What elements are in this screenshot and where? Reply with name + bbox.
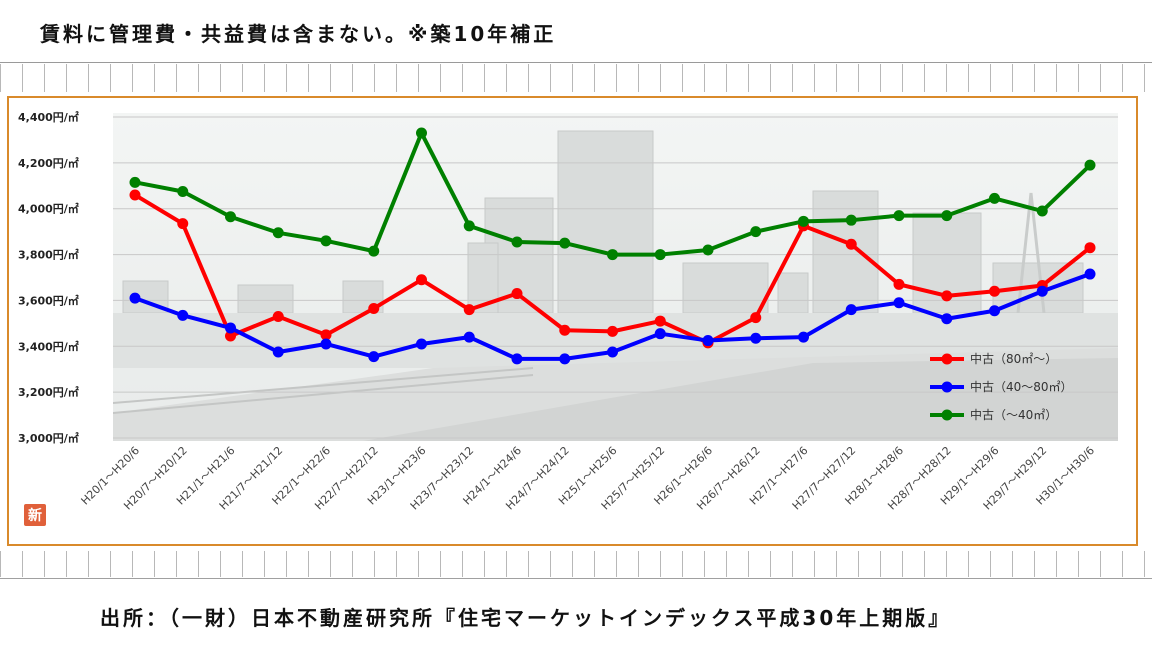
legend-marker: [941, 381, 953, 393]
data-point: [511, 236, 523, 248]
data-point: [702, 244, 714, 256]
data-point: [225, 322, 236, 334]
data-point: [893, 278, 905, 290]
data-point: [750, 226, 762, 238]
legend-marker: [941, 409, 953, 421]
data-point: [511, 288, 523, 300]
data-point: [654, 249, 666, 261]
y-tick-label: 3,200円/㎡: [18, 385, 79, 399]
data-point: [989, 285, 1000, 297]
series-lines: [129, 127, 1096, 365]
data-point: [607, 249, 618, 261]
data-point: [1036, 205, 1048, 217]
y-tick-label: 3,800円/㎡: [18, 248, 79, 262]
data-point: [177, 218, 189, 230]
data-point: [320, 235, 332, 247]
data-point: [225, 211, 236, 223]
y-axis-ticks: 3,000円/㎡ 3,200円/㎡ 3,400円/㎡ 3,600円/㎡ 3,800円/㎡…: [18, 110, 79, 445]
data-point: [893, 210, 905, 222]
data-point: [177, 309, 189, 321]
data-point: [416, 127, 427, 139]
y-tick-label: 4,400円/㎡: [18, 110, 79, 124]
legend-label: 中古（～40㎡）: [970, 407, 1057, 422]
legend-item-0: 中古（80㎡～）: [930, 351, 1057, 366]
data-point: [177, 186, 189, 198]
legend-label: 中古（40～80㎡）: [970, 379, 1073, 394]
data-point: [941, 313, 953, 325]
data-point: [272, 346, 284, 358]
data-point: [845, 214, 857, 226]
y-tick-label: 3,000円/㎡: [18, 431, 79, 445]
data-point: [559, 324, 571, 336]
y-tick-label: 3,600円/㎡: [18, 293, 79, 307]
series-2: [129, 127, 1096, 261]
data-point: [750, 312, 762, 324]
source-note-area: 出所：（一財）日本不動産研究所『住宅マーケットインデックス平成30年上期版』: [0, 580, 1152, 648]
data-point: [845, 238, 857, 250]
data-point: [1084, 159, 1096, 171]
data-point: [320, 329, 332, 341]
data-point: [129, 292, 141, 304]
data-point: [607, 346, 618, 358]
data-point: [1036, 285, 1048, 297]
series-0: [129, 189, 1096, 349]
data-point: [702, 335, 714, 347]
data-point: [272, 227, 284, 239]
legend-item-2: 中古（～40㎡）: [930, 407, 1057, 422]
data-point: [368, 245, 380, 257]
data-point: [129, 176, 141, 188]
header-note-area: 賃料に管理費・共益費は含まない。※築10年補正: [0, 0, 1152, 62]
data-point: [941, 210, 953, 222]
header-divider: [0, 62, 1152, 63]
y-tick-label: 4,200円/㎡: [18, 156, 79, 170]
data-point: [654, 328, 666, 340]
series-1: [129, 268, 1096, 365]
data-point: [416, 338, 427, 350]
data-point: [893, 297, 905, 309]
data-point: [559, 353, 571, 365]
data-point: [845, 304, 857, 316]
data-point: [368, 302, 380, 314]
grid-strip-top: [0, 64, 1152, 92]
data-point: [559, 237, 571, 249]
data-point: [607, 325, 618, 337]
new-badge-icon: 新: [24, 504, 46, 526]
data-point: [129, 189, 141, 201]
source-note: 出所：（一財）日本不動産研究所『住宅マーケットインデックス平成30年上期版』: [100, 606, 952, 630]
data-point: [989, 305, 1000, 317]
data-point: [272, 310, 284, 322]
data-point: [798, 215, 809, 227]
legend-marker: [941, 353, 953, 365]
data-point: [941, 290, 953, 302]
data-point: [511, 353, 523, 365]
data-point: [320, 338, 332, 350]
data-point: [416, 274, 427, 286]
footer-divider: [0, 578, 1152, 579]
data-point: [750, 332, 762, 344]
data-point: [463, 331, 475, 343]
x-axis-ticks: H20/1～H20/6H20/7～H20/12H21/1～H21/6H21/7～…: [79, 444, 1098, 513]
data-point: [798, 331, 809, 343]
data-point: [225, 330, 236, 342]
y-tick-label: 3,400円/㎡: [18, 339, 79, 353]
grid-strip-bottom: [0, 551, 1152, 577]
header-note: 賃料に管理費・共益費は含まない。※築10年補正: [40, 22, 557, 46]
data-point: [1084, 242, 1096, 254]
data-point: [654, 315, 666, 327]
gridlines: [113, 116, 1118, 439]
legend: 中古（80㎡～） 中古（40～80㎡） 中古（～40㎡）: [930, 351, 1073, 422]
legend-label: 中古（80㎡～）: [970, 351, 1057, 366]
y-tick-label: 4,000円/㎡: [18, 202, 79, 216]
data-point: [463, 220, 475, 232]
data-point: [463, 304, 475, 316]
legend-item-1: 中古（40～80㎡）: [930, 379, 1073, 394]
data-point: [368, 351, 380, 363]
data-point: [989, 192, 1000, 204]
data-point: [1084, 268, 1096, 280]
